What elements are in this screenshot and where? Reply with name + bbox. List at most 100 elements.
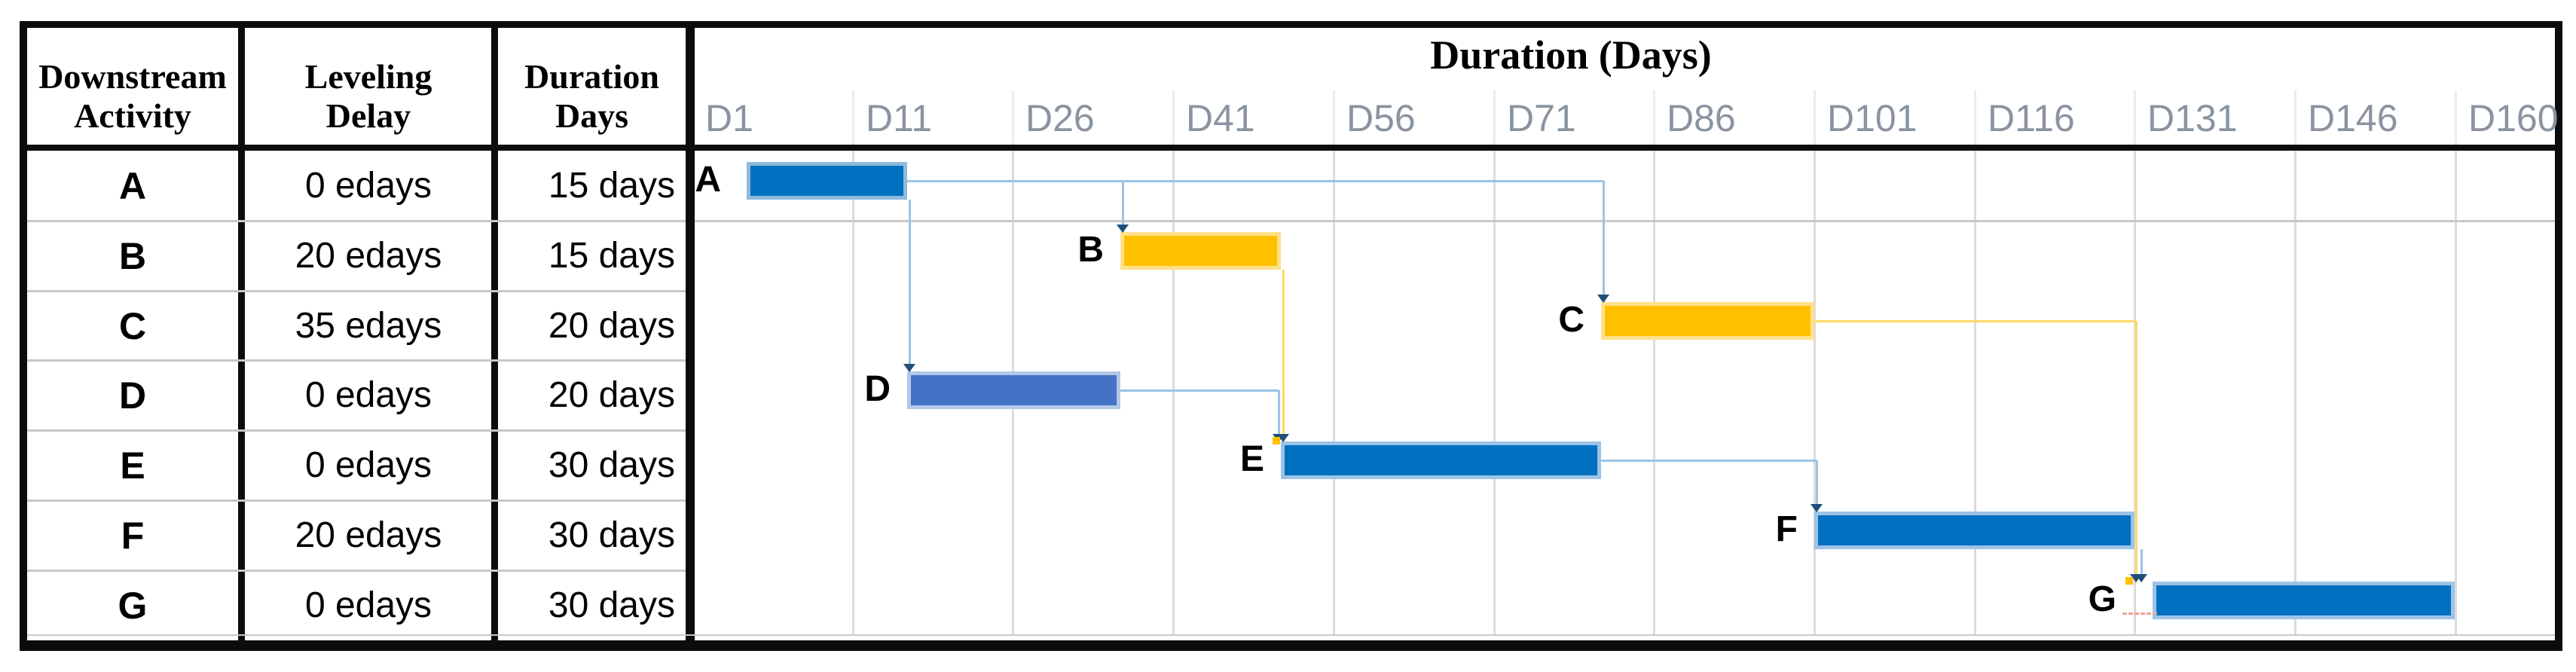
duration-cell-A: 15 days — [548, 166, 675, 206]
col-header-line: Delay — [325, 96, 411, 135]
gantt-bar-F — [1814, 512, 2134, 549]
tick-separator — [1493, 90, 1496, 145]
link-E-F — [1601, 460, 1817, 462]
duration-cell-E: 30 days — [548, 445, 675, 485]
chart-gridline — [1814, 151, 1816, 634]
tick-separator — [2455, 90, 2457, 145]
activity-cell-F: F — [121, 514, 145, 557]
axis-tick-label-D56: D56 — [1346, 97, 1416, 139]
axis-tick-label-D101: D101 — [1827, 97, 1917, 139]
link-A-D — [909, 200, 911, 371]
duration-cell-G: 30 days — [548, 585, 675, 625]
gantt-bar-label-F: F — [1775, 509, 1798, 549]
link-A-B — [1122, 181, 1124, 232]
link-B-E-yellow-marker — [1273, 437, 1280, 444]
axis-tick-label-D116: D116 — [1988, 97, 2075, 139]
gantt-bar-label-E: E — [1239, 438, 1264, 479]
chart-gridline — [852, 151, 854, 634]
col-header-duration: Duration Days — [498, 28, 686, 145]
gantt-bar-G — [2153, 582, 2455, 619]
gantt-bar-label-B: B — [1077, 229, 1104, 270]
gantt-bar-B — [1120, 232, 1281, 270]
gantt-bar-label-A: A — [695, 159, 721, 200]
tick-separator — [1653, 90, 1655, 145]
tick-separator — [2294, 90, 2296, 145]
link-B-E — [1282, 270, 1285, 441]
row-divider — [27, 359, 686, 362]
gantt-bar-C — [1601, 302, 1814, 340]
gantt-bar-label-G: G — [2088, 579, 2116, 619]
gantt-bar-label-D: D — [864, 368, 891, 409]
duration-cell-F: 30 days — [548, 515, 675, 555]
link-D-E — [1278, 390, 1280, 441]
frame-right-border — [2555, 21, 2562, 651]
header-bottom-border — [20, 145, 2562, 151]
col-divider-2 — [491, 28, 498, 640]
link-A-D-arrowhead — [903, 364, 915, 372]
chart-gridline — [2294, 151, 2296, 634]
activity-cell-A: A — [118, 164, 147, 207]
tick-separator — [1974, 90, 1976, 145]
gantt-bar-label-C: C — [1558, 299, 1584, 340]
frame-top-border — [20, 21, 2562, 28]
pre-bottom-divider — [27, 634, 2555, 636]
col-header-line: Activity — [74, 96, 191, 135]
link-E-F — [1816, 460, 1818, 512]
delay-cell-B: 20 edays — [295, 236, 442, 276]
delay-cell-D: 0 edays — [304, 375, 432, 415]
tick-separator — [852, 90, 854, 145]
tick-separator — [1814, 90, 1816, 145]
link-A-C — [1603, 181, 1605, 302]
axis-tick-label-D41: D41 — [1186, 97, 1255, 139]
link-A-B-arrowhead — [1117, 225, 1129, 233]
link-F-G — [2141, 549, 2143, 582]
link-C-G-yellow-marker — [2125, 577, 2133, 585]
chart-gridline — [2455, 151, 2457, 634]
link-D-E — [1120, 389, 1279, 392]
link-A-C-arrowhead — [1597, 295, 1609, 303]
col-header-line: Duration — [524, 57, 659, 96]
activity-cell-C: C — [118, 304, 147, 347]
axis-tick-label-D146: D146 — [2308, 97, 2398, 139]
chart-gridline — [1333, 151, 1335, 634]
axis-tick-label-D1: D1 — [705, 97, 753, 139]
chart-row-gridline — [695, 220, 2555, 222]
duration-cell-B: 15 days — [548, 236, 675, 276]
link-A-C — [907, 180, 1603, 182]
tick-separator — [1012, 90, 1014, 145]
axis-tick-label-D11: D11 — [866, 97, 933, 139]
link-B-E-arrowhead — [1277, 434, 1289, 442]
axis-tick-label-D86: D86 — [1667, 97, 1736, 139]
col-header-delay: Leveling Delay — [246, 28, 491, 145]
activity-cell-B: B — [118, 234, 147, 277]
col-header-line: Downstream — [38, 57, 227, 96]
col-divider-1 — [238, 28, 245, 640]
chart-gridline — [1653, 151, 1655, 634]
activity-cell-D: D — [118, 374, 147, 417]
duration-cell-D: 20 days — [548, 375, 675, 415]
activity-cell-G: G — [118, 584, 148, 627]
axis-tick-label-D160: D160 — [2468, 97, 2559, 139]
row-divider — [27, 570, 686, 572]
gantt-bar-E — [1281, 441, 1601, 479]
tick-separator — [1172, 90, 1175, 145]
chart-title: Duration (Days) — [1430, 32, 1712, 78]
row-divider — [27, 429, 686, 432]
tick-separator — [2134, 90, 2136, 145]
link-F-G-arrowhead — [2135, 574, 2147, 582]
col-header-line: Leveling — [304, 57, 432, 96]
activity-cell-E: E — [120, 444, 145, 487]
link-E-F-arrowhead — [1811, 504, 1823, 512]
link-C-G — [2135, 321, 2137, 582]
delay-cell-C: 35 edays — [295, 306, 442, 346]
chart-gridline — [2134, 151, 2136, 634]
axis-tick-label-D71: D71 — [1507, 97, 1576, 139]
axis-tick-label-D131: D131 — [2147, 97, 2238, 139]
row-divider — [27, 499, 686, 502]
row-divider — [27, 220, 686, 222]
chart-gridline — [1974, 151, 1976, 634]
col-header-activity: Downstream Activity — [27, 28, 238, 145]
link-C-G — [1814, 320, 2136, 322]
table-chart-divider — [686, 21, 695, 640]
